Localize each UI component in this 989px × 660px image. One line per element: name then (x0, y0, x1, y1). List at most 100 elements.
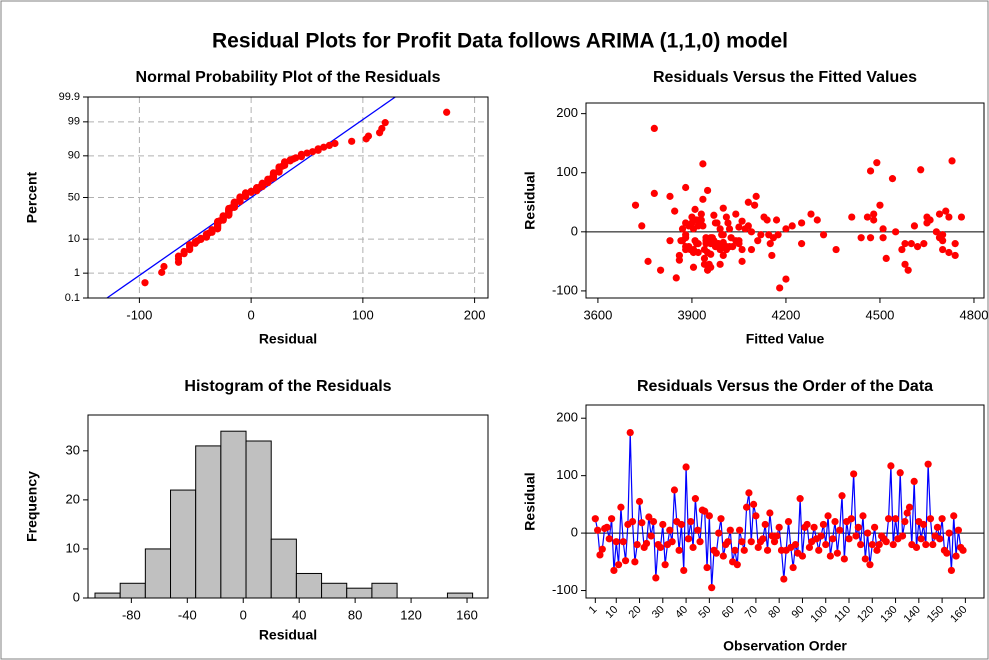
data-point (898, 532, 907, 540)
histogram-bar (94, 592, 121, 599)
y-tick-label: 30 (66, 442, 80, 457)
data-point (314, 145, 322, 153)
data-point (652, 574, 660, 582)
plot-frame (87, 96, 489, 299)
data-point (731, 546, 739, 554)
data-point (791, 540, 800, 549)
data-point (796, 495, 804, 503)
data-point (710, 211, 718, 219)
data-point (905, 503, 914, 511)
data-point (247, 187, 255, 195)
data-point (594, 526, 602, 534)
y-axis-label: Frequency (24, 471, 40, 542)
data-point (678, 237, 687, 245)
x-axis-label: Residual (259, 331, 317, 347)
data-point (197, 234, 205, 242)
data-point (677, 520, 686, 529)
data-point (913, 242, 922, 251)
data-point (348, 137, 356, 145)
y-tick-label: 99 (68, 116, 80, 128)
x-tick-label: 4500 (865, 307, 894, 322)
data-point (850, 470, 858, 478)
data-point (733, 561, 741, 569)
data-point (917, 166, 925, 174)
data-point (770, 538, 779, 546)
data-point (668, 538, 676, 546)
data-point (687, 518, 695, 526)
data-point (275, 163, 283, 171)
data-point (628, 518, 637, 526)
data-point (857, 540, 865, 549)
data-point (768, 251, 776, 260)
data-point (742, 503, 751, 511)
data-point (724, 538, 732, 546)
data-point (936, 535, 944, 543)
x-tick-label: 4800 (960, 307, 989, 322)
data-point (269, 169, 278, 177)
data-point (724, 219, 732, 227)
x-tick-label: 100 (352, 307, 374, 322)
data-point (947, 566, 956, 575)
data-point (617, 503, 625, 511)
data-point (957, 213, 966, 221)
data-point (732, 210, 740, 218)
data-point (659, 520, 667, 529)
data-point (719, 251, 727, 260)
data-point (596, 551, 604, 559)
data-point (803, 520, 811, 529)
data-point (923, 219, 931, 227)
data-point (857, 234, 865, 242)
data-point (822, 540, 830, 549)
data-point (722, 213, 730, 221)
data-point (443, 108, 451, 116)
data-point (866, 234, 875, 242)
y-axis-label: Residual (522, 171, 538, 229)
data-point (745, 489, 753, 497)
data-point (763, 546, 772, 554)
data-point (726, 526, 734, 534)
data-point (873, 546, 881, 554)
data-point (736, 526, 744, 534)
data-point (684, 535, 693, 543)
x-tick-label: 3600 (583, 307, 612, 322)
data-point (642, 539, 651, 548)
data-point (882, 254, 890, 263)
data-point (258, 179, 266, 187)
histogram-bar (195, 445, 222, 599)
histogram-bar (220, 430, 247, 599)
data-point (691, 495, 699, 503)
y-tick-label: 20 (66, 491, 80, 506)
y-tick-label: 0 (73, 589, 80, 604)
data-point (832, 245, 840, 254)
histogram-bar (270, 538, 297, 599)
data-point (845, 535, 853, 543)
data-point (848, 213, 856, 221)
x-tick-label: 0 (240, 607, 247, 622)
data-point (682, 231, 690, 239)
data-point (725, 225, 734, 233)
data-point (608, 515, 616, 523)
data-point (810, 523, 818, 531)
data-point (938, 515, 946, 523)
data-point (672, 274, 680, 282)
data-point (719, 204, 727, 212)
panel-title: Histogram of the Residuals (184, 378, 391, 395)
y-tick-label: 99.9 (59, 91, 80, 103)
data-point (932, 228, 940, 236)
data-point (678, 225, 687, 233)
panel-title: Residuals Versus the Fitted Values (653, 69, 917, 86)
data-point (751, 201, 759, 209)
histogram-bar (170, 489, 197, 599)
data-point (901, 260, 909, 268)
data-point (939, 231, 947, 239)
data-point (699, 195, 707, 203)
plot-frame (585, 404, 985, 599)
data-point (735, 240, 743, 248)
histogram-bar (119, 582, 146, 599)
data-point (747, 538, 755, 546)
y-tick-label: 1 (74, 267, 80, 279)
data-point (766, 509, 774, 517)
data-point (689, 248, 698, 257)
y-tick-label: -100 (552, 282, 578, 297)
data-point (951, 251, 959, 260)
